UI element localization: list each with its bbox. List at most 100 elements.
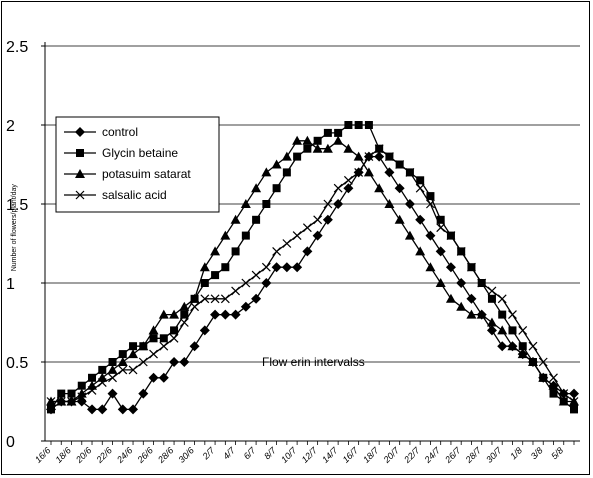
x-marker-stroke (75, 190, 85, 200)
data-point (210, 294, 220, 304)
x-marker-stroke (87, 386, 97, 395)
data-point (344, 121, 353, 129)
data-point (353, 151, 364, 161)
x-marker-stroke (138, 357, 148, 367)
x-marker-stroke (200, 294, 210, 304)
data-point (261, 167, 272, 177)
data-point (313, 136, 322, 145)
x-tick-label: 18/6 (53, 445, 72, 464)
data-point (169, 333, 179, 343)
data-point (517, 349, 528, 359)
data-point (138, 357, 148, 367)
data-point (558, 396, 569, 406)
data-point (569, 388, 579, 399)
x-marker-stroke (261, 262, 271, 272)
data-point (323, 199, 333, 209)
y-axis-title: Number of flowers/plant/day (11, 184, 18, 272)
data-point (507, 341, 518, 351)
data-point (364, 121, 373, 129)
data-point (46, 397, 56, 406)
y-tick-label: 2 (6, 118, 15, 135)
x-marker-stroke (395, 160, 405, 169)
data-point (322, 214, 333, 225)
data-point (333, 183, 343, 193)
data-point (445, 293, 456, 303)
data-point (426, 199, 435, 209)
x-tick-label: 26/7 (442, 445, 463, 466)
data-point (570, 405, 578, 414)
data-point (343, 183, 354, 194)
data-point (271, 262, 282, 273)
data-point (77, 381, 86, 390)
data-point (313, 215, 323, 225)
x-tick-label: 24/7 (422, 445, 443, 466)
x-marker-stroke (241, 278, 251, 288)
legend-item: Glycin betaine (64, 146, 178, 160)
x-marker-stroke (67, 397, 76, 406)
data-point (487, 286, 497, 296)
data-point (302, 135, 313, 145)
data-point (117, 404, 128, 415)
data-point (323, 128, 332, 137)
x-marker-stroke (128, 365, 138, 375)
data-point (107, 388, 118, 399)
data-point (436, 223, 446, 233)
x-marker-stroke (405, 167, 415, 177)
legend-label: salsalic acid (102, 188, 167, 202)
data-point (67, 389, 76, 398)
data-point (364, 152, 374, 162)
data-point (518, 325, 528, 335)
data-point (189, 341, 200, 352)
data-point (435, 278, 446, 287)
legend: control Glycin betaine potasuim satarat sal… (55, 116, 220, 213)
x-marker-stroke (159, 341, 169, 351)
data-point (384, 199, 395, 208)
data-point (128, 404, 139, 415)
data-point (384, 152, 394, 162)
data-point (57, 389, 66, 398)
y-tick-label: 2.5 (6, 39, 28, 56)
x-tick-label: 30/7 (484, 445, 504, 465)
data-point (220, 294, 230, 304)
x-marker-stroke (323, 199, 333, 209)
data-point (302, 246, 313, 257)
data-point (395, 160, 405, 169)
data-point (363, 167, 374, 177)
data-point (47, 405, 55, 414)
data-point (415, 246, 426, 256)
data-point (251, 270, 261, 280)
data-point (220, 230, 231, 240)
legend-item: salsalic acid (64, 188, 167, 202)
data-point (88, 373, 97, 382)
x-tick-label: 18/7 (361, 445, 381, 465)
x-marker-stroke (169, 333, 179, 343)
x-tick-label: 16/7 (341, 445, 361, 465)
data-point (159, 341, 169, 351)
data-point (394, 183, 405, 194)
data-point (158, 309, 169, 319)
series-line (50, 155, 574, 411)
x-marker-stroke (313, 215, 323, 225)
data-point (508, 326, 517, 335)
x-tick-label: 22/7 (401, 445, 422, 466)
data-point (322, 143, 333, 153)
data-point (118, 365, 128, 375)
x-tick-label: 16/6 (33, 445, 52, 464)
x-marker-stroke (374, 144, 384, 154)
x-marker-stroke (364, 152, 374, 162)
data-point (508, 310, 517, 320)
x-marker-stroke (549, 373, 558, 383)
data-point (374, 183, 385, 193)
series-line (51, 139, 574, 403)
data-point (456, 278, 467, 288)
data-point (231, 247, 240, 256)
data-point (404, 230, 415, 240)
data-point (87, 386, 97, 395)
data-point (179, 357, 190, 367)
data-point (149, 349, 158, 359)
x-tick-label: 3/8 (529, 445, 545, 461)
data-point (415, 214, 426, 225)
data-point (230, 309, 241, 320)
series-line (51, 147, 575, 403)
